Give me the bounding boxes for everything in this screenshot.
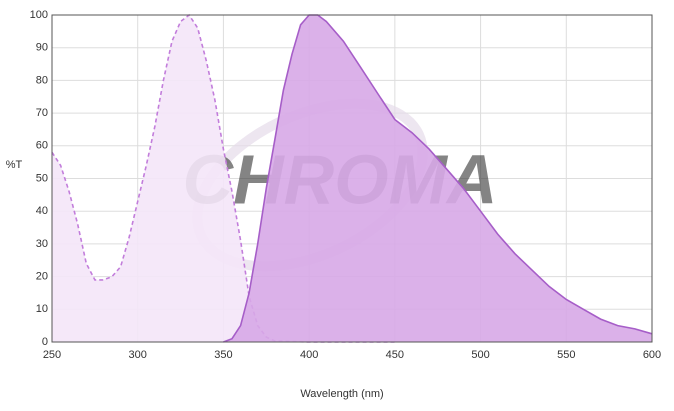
y-tick-label: 40 (36, 205, 48, 217)
plot-frame (51, 14, 653, 343)
x-tick-label: 250 (43, 349, 61, 361)
line (223, 14, 653, 343)
y-tick-label: 80 (36, 74, 48, 86)
x-tick-label: 600 (643, 349, 661, 361)
y-tick-label: 60 (36, 140, 48, 152)
y-axis-label: %T (6, 159, 23, 171)
y-tick-label: 70 (36, 107, 48, 119)
x-tick-label: 350 (214, 349, 232, 361)
area (52, 15, 395, 342)
area (223, 15, 652, 342)
x-tick-label: 400 (300, 349, 318, 361)
y-tick-label: 0 (42, 336, 48, 348)
y-tick-label: 20 (36, 271, 48, 283)
x-tick-label: 500 (471, 349, 489, 361)
x-axis-label: Wavelength (nm) (300, 388, 383, 400)
y-tick-label: 50 (36, 172, 48, 184)
x-tick-label: 300 (129, 349, 147, 361)
y-tick-label: 100 (30, 9, 48, 21)
y-tick-label: 10 (36, 303, 48, 315)
y-tick-label: 90 (36, 42, 48, 54)
x-tick-label: 450 (386, 349, 404, 361)
x-tick-label: 550 (557, 349, 575, 361)
y-tick-label: 30 (36, 238, 48, 250)
